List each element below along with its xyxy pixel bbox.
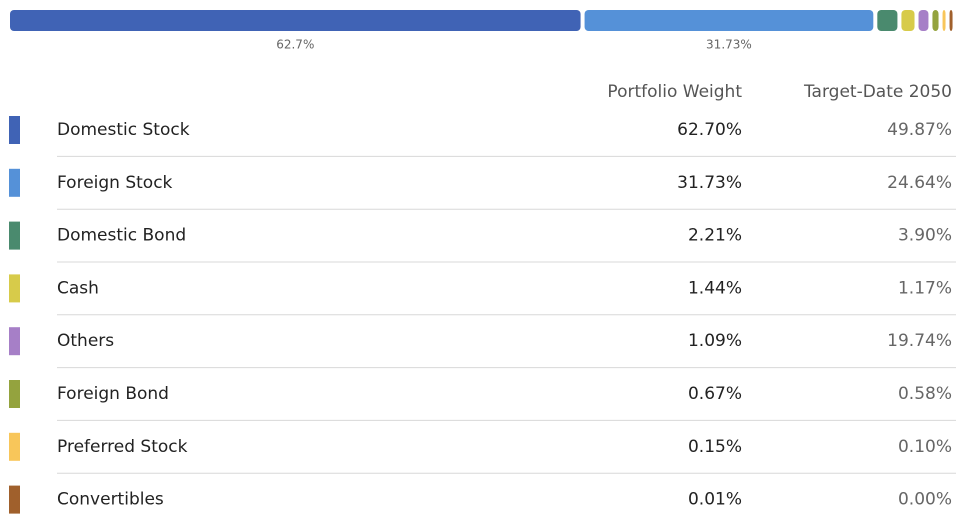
target-weight: 0.00% [898,490,952,510]
target-weight: 24.64% [887,173,952,193]
target-weight: 0.10% [898,437,952,457]
portfolio-weight: 0.01% [688,490,742,510]
asset-class: Domestic Stock [57,120,190,140]
target-weight: 1.17% [898,278,952,298]
color-swatch [9,221,20,250]
segment-label: 31.73% [706,38,752,52]
allocation-segment [10,10,581,31]
target-weight: 3.90% [898,226,952,246]
allocation-segment [901,10,915,31]
portfolio-weight: 2.21% [688,226,742,246]
asset-class: Cash [57,278,99,298]
target-weight: 0.58% [898,384,952,404]
asset-class: Convertibles [57,490,164,510]
portfolio-weight: 31.73% [677,173,742,193]
color-swatch [9,327,20,356]
color-swatch [9,485,20,514]
allocation-segment [949,10,953,31]
target-weight: 49.87% [887,120,952,140]
portfolio-weight: 62.70% [677,120,742,140]
allocation-segment [932,10,939,31]
color-swatch [9,380,20,408]
allocation-segment [584,10,874,31]
color-swatch [9,432,20,461]
asset-class: Foreign Stock [57,173,173,193]
asset-class: Domestic Bond [57,226,186,246]
portfolio-weight: 0.67% [688,384,742,404]
color-swatch [9,168,20,197]
asset-class: Others [57,331,114,351]
color-swatch [9,274,20,303]
color-swatch [9,116,20,144]
allocation-segment [877,10,898,31]
portfolio-weight: 1.44% [688,278,742,298]
asset-class: Preferred Stock [57,437,188,457]
column-header: Portfolio Weight [607,82,742,102]
portfolio-weight: 1.09% [688,331,742,351]
target-weight: 19.74% [887,331,952,351]
portfolio-weight: 0.15% [688,437,742,457]
allocation-segment [918,10,929,31]
allocation-segment [942,10,946,31]
asset-class: Foreign Bond [57,384,169,404]
segment-label: 62.7% [276,38,314,52]
column-header: Target-Date 2050 [803,82,952,102]
